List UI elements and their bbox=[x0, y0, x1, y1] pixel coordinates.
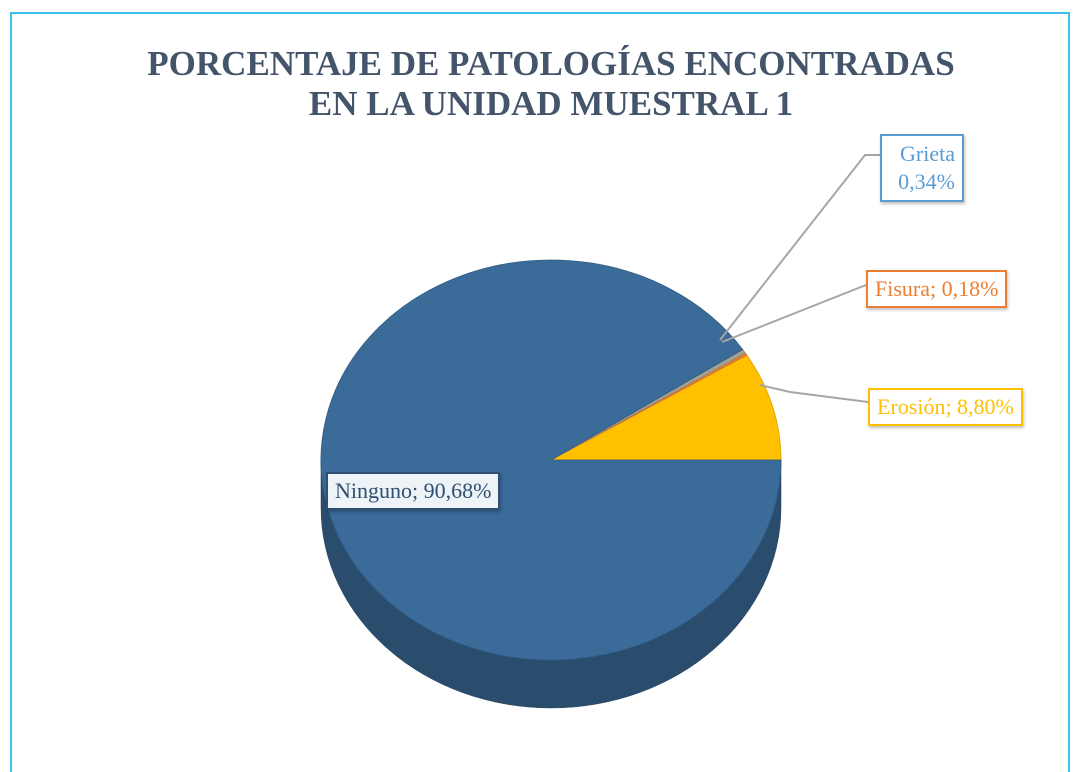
chart-frame bbox=[10, 12, 1070, 772]
data-label: Erosión; 8,80% bbox=[868, 388, 1023, 426]
chart-title: EN LA UNIDAD MUESTRAL 1 bbox=[309, 84, 793, 123]
leader-line bbox=[721, 284, 867, 343]
data-label: Ninguno; 90,68% bbox=[326, 472, 501, 510]
data-label: Fisura; 0,18% bbox=[866, 270, 1008, 308]
chart-title: PORCENTAJE DE PATOLOGÍAS ENCONTRADAS bbox=[147, 44, 954, 83]
leader-line bbox=[719, 154, 880, 341]
leader-line bbox=[759, 384, 869, 403]
pie-slice bbox=[320, 259, 782, 661]
data-label: Grieta 0,34% bbox=[880, 134, 964, 202]
pie-slice bbox=[550, 354, 782, 461]
